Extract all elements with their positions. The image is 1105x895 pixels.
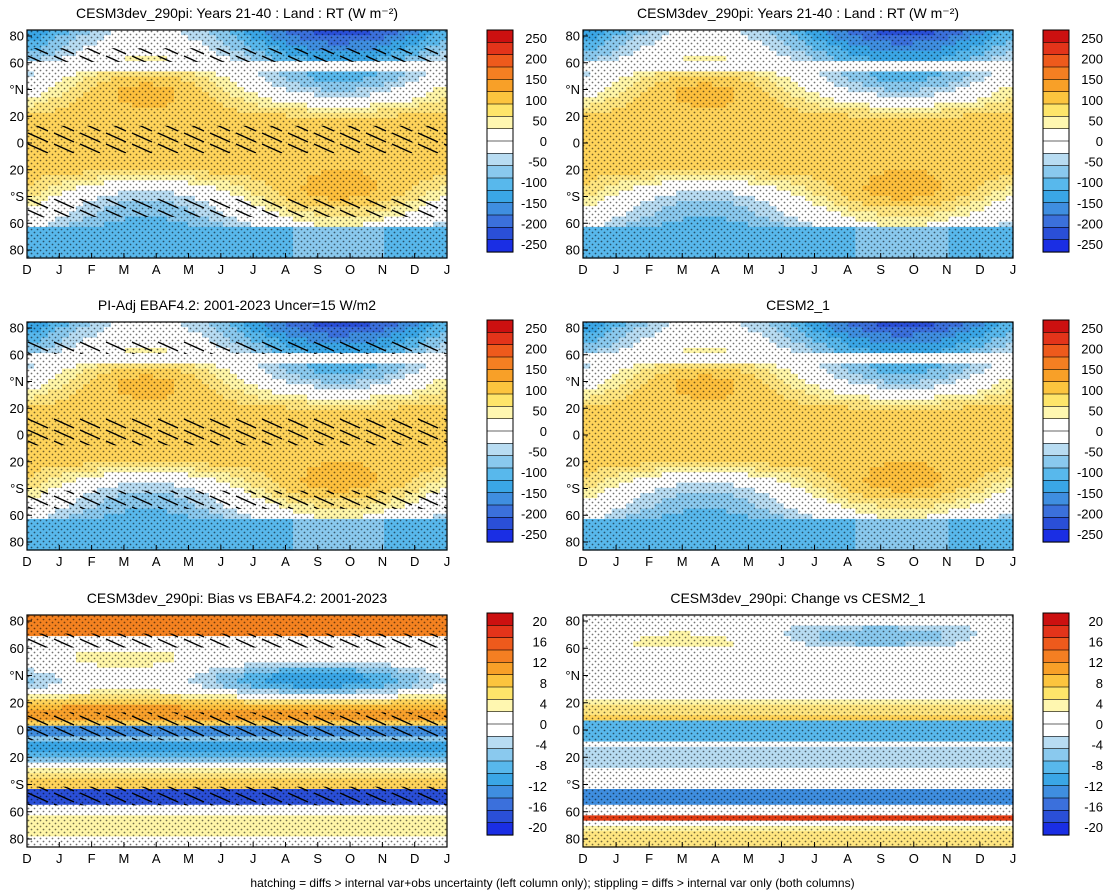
colorbar-1: 250 200 150 100 50 0 -50 -100 -150 -200 -250 — [486, 29, 547, 253]
colorbar-label: 150 — [525, 72, 547, 87]
x-tick-label: M — [183, 262, 194, 277]
x-tick-label: J — [250, 262, 257, 277]
colorbar-swatch — [486, 116, 514, 130]
colorbar-swatch — [486, 91, 514, 105]
colorbar-label: -100 — [521, 175, 547, 190]
colorbar-label: 250 — [525, 31, 547, 46]
colorbar-swatch — [486, 165, 514, 179]
colorbar-swatch — [486, 177, 514, 191]
colorbar-swatch — [486, 214, 514, 228]
colorbar-label: 200 — [525, 52, 547, 67]
colorbar-swatch — [486, 79, 514, 93]
y-tick-label: 80 — [10, 29, 24, 44]
x-tick-label: A — [281, 262, 290, 277]
x-tick-label: M — [119, 262, 130, 277]
hatch-overlay — [27, 48, 447, 62]
x-tick-label: O — [345, 262, 355, 277]
colorbar-label: 0 — [540, 134, 547, 149]
y-tick-label: 0 — [17, 136, 24, 151]
panel-2: CESM3dev_290pi: Years 21-40 : Land : RT … — [565, 5, 1016, 277]
y-tick-label: °N — [9, 82, 24, 97]
colorbar-swatch — [486, 202, 514, 216]
y-tick-label: 60 — [10, 216, 24, 231]
colorbar-label: 100 — [525, 93, 547, 108]
colorbar-swatch — [486, 54, 514, 68]
hatch-overlay — [27, 198, 447, 217]
colorbar-label: -50 — [528, 155, 547, 170]
colorbar-swatch — [486, 227, 514, 241]
x-tick-label: J — [218, 262, 225, 277]
y-tick-label: °S — [10, 189, 24, 204]
y-tick-label: 80 — [10, 243, 24, 258]
y-tick-label: 20 — [10, 162, 24, 177]
colorbar-swatch — [486, 239, 514, 253]
colorbar-swatch — [486, 103, 514, 117]
colorbar-swatch — [486, 140, 514, 154]
colorbar-swatch — [486, 29, 514, 43]
colorbar-label: -250 — [521, 237, 547, 252]
colorbar-swatch — [486, 128, 514, 142]
x-tick-label: N — [378, 262, 387, 277]
colorbar-swatch — [486, 66, 514, 80]
plot-frame — [26, 29, 448, 259]
colorbar-label: 50 — [533, 113, 547, 128]
y-tick-label: 20 — [10, 109, 24, 124]
colorbar-swatch — [486, 153, 514, 167]
x-tick-label: J — [56, 262, 63, 277]
x-tick-label: D — [410, 262, 419, 277]
x-tick-label: F — [88, 262, 96, 277]
x-tick-label: J — [444, 262, 451, 277]
colorbar-label: -200 — [521, 216, 547, 231]
colorbar-label: -150 — [521, 196, 547, 211]
panel-1: CESM3dev_290pi: Years 21-40 : Land : RT … — [9, 5, 450, 277]
x-tick-label: A — [152, 262, 161, 277]
y-tick-label: 60 — [10, 55, 24, 70]
colorbar-swatch — [486, 190, 514, 204]
x-tick-label: D — [22, 262, 31, 277]
colorbar-swatch — [486, 42, 514, 56]
x-tick-label: S — [313, 262, 322, 277]
panel-title: CESM3dev_290pi: Years 21-40 : Land : RT … — [76, 5, 398, 21]
hatch-overlay — [27, 125, 447, 154]
